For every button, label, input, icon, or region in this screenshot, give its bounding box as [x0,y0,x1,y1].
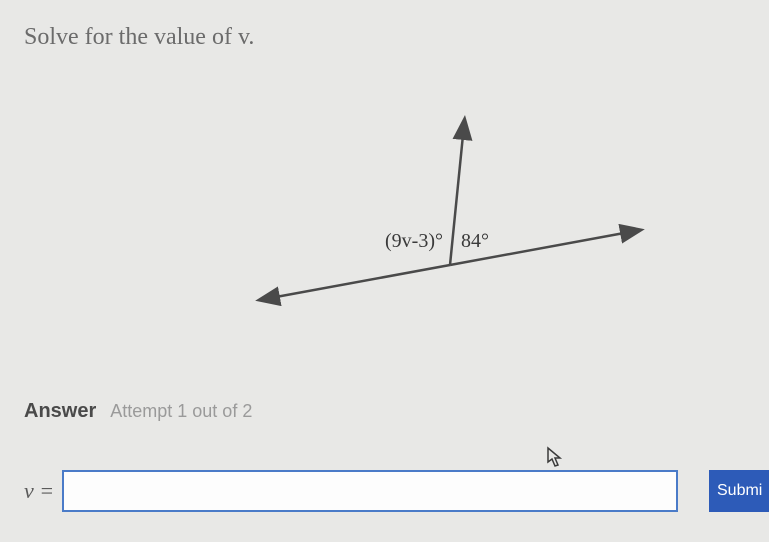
variable-label: v = [24,478,54,504]
diagram-svg [240,100,660,320]
cursor-icon [546,446,564,474]
answer-section: Answer Attempt 1 out of 2 [24,400,252,423]
submit-button[interactable]: Submi [709,470,769,512]
angle-label-right: 84° [461,230,489,253]
baseline-left [265,265,450,299]
answer-label: Answer [24,400,96,422]
angle-diagram: (9v-3)° 84° [240,100,660,320]
answer-input[interactable] [62,470,678,512]
input-row: v = [24,470,678,512]
attempt-text: Attempt 1 out of 2 [110,401,252,421]
question-title: Solve for the value of v. [24,24,254,51]
angle-label-left: (9v-3)° [385,230,443,253]
